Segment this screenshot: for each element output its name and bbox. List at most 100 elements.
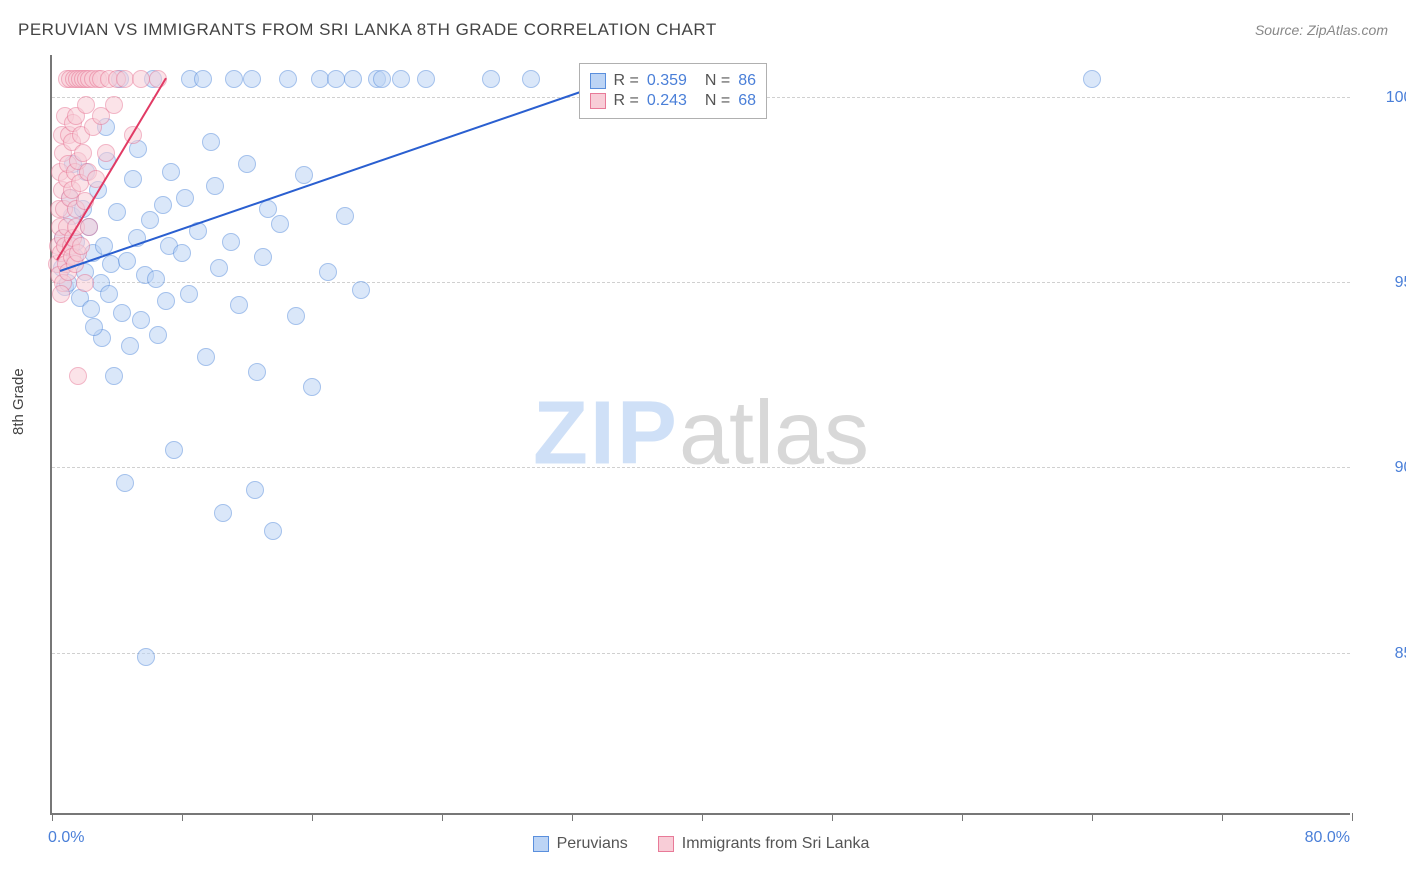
scatter-point-peruvians (124, 170, 142, 188)
watermark: ZIPatlas (533, 383, 869, 486)
watermark-atlas: atlas (679, 384, 869, 484)
x-tick-mark (572, 813, 573, 821)
scatter-point-peruvians (137, 648, 155, 666)
scatter-point-srilanka (69, 367, 87, 385)
scatter-point-peruvians (108, 203, 126, 221)
x-tick-mark (312, 813, 313, 821)
scatter-point-peruvians (225, 70, 243, 88)
x-tick-mark (1092, 813, 1093, 821)
scatter-plot-area: ZIPatlas 85.0%90.0%95.0%100.0%0.0%80.0%R… (50, 55, 1350, 815)
y-tick-label: 100.0% (1360, 89, 1406, 107)
scatter-point-peruvians (194, 70, 212, 88)
x-tick-mark (962, 813, 963, 821)
series-legend: Peruvians Immigrants from Sri Lanka (52, 835, 1350, 853)
gridline-horizontal (52, 653, 1350, 654)
scatter-point-peruvians (102, 255, 120, 273)
scatter-point-peruvians (180, 285, 198, 303)
scatter-point-peruvians (202, 133, 220, 151)
scatter-point-peruvians (100, 285, 118, 303)
scatter-point-srilanka (80, 218, 98, 236)
legend-n-value: 68 (738, 92, 756, 110)
legend-n-label: N = (705, 92, 730, 110)
scatter-point-peruvians (85, 318, 103, 336)
x-tick-mark (832, 813, 833, 821)
correlation-legend-box: R =0.359N =86R =0.243N =68 (579, 63, 768, 119)
scatter-point-peruvians (214, 504, 232, 522)
y-axis-label: 8th Grade (10, 368, 27, 435)
scatter-point-srilanka (97, 144, 115, 162)
correlation-legend-row-srilanka: R =0.243N =68 (590, 92, 757, 110)
chart-header: PERUVIAN VS IMMIGRANTS FROM SRI LANKA 8T… (18, 20, 1388, 40)
scatter-point-peruvians (116, 474, 134, 492)
legend-n-value: 86 (738, 72, 756, 90)
scatter-point-peruvians (522, 70, 540, 88)
scatter-point-peruvians (154, 196, 172, 214)
watermark-zip: ZIP (533, 384, 679, 484)
gridline-horizontal (52, 282, 1350, 283)
legend-swatch (533, 836, 549, 852)
scatter-point-peruvians (1083, 70, 1101, 88)
scatter-point-peruvians (113, 304, 131, 322)
scatter-point-peruvians (157, 292, 175, 310)
scatter-point-peruvians (243, 70, 261, 88)
scatter-point-peruvians (173, 244, 191, 262)
x-tick-mark (52, 813, 53, 821)
source-label: Source: (1255, 22, 1303, 38)
scatter-point-srilanka (74, 144, 92, 162)
scatter-point-peruvians (279, 70, 297, 88)
scatter-point-srilanka (105, 96, 123, 114)
y-tick-label: 85.0% (1360, 645, 1406, 663)
scatter-point-peruvians (303, 378, 321, 396)
y-tick-label: 90.0% (1360, 459, 1406, 477)
legend-r-label: R = (614, 72, 639, 90)
x-tick-mark (1352, 813, 1353, 821)
scatter-point-peruvians (82, 300, 100, 318)
scatter-point-peruvians (230, 296, 248, 314)
series-legend-label: Immigrants from Sri Lanka (682, 835, 870, 853)
scatter-point-peruvians (352, 281, 370, 299)
scatter-point-peruvians (238, 155, 256, 173)
scatter-point-peruvians (141, 211, 159, 229)
scatter-point-peruvians (149, 326, 167, 344)
scatter-point-peruvians (264, 522, 282, 540)
gridline-horizontal (52, 467, 1350, 468)
scatter-point-peruvians (336, 207, 354, 225)
source-attribution: Source: ZipAtlas.com (1255, 22, 1388, 38)
scatter-point-peruvians (147, 270, 165, 288)
scatter-point-peruvians (373, 70, 391, 88)
x-tick-mark (442, 813, 443, 821)
legend-r-value: 0.359 (647, 72, 687, 90)
scatter-point-peruvians (210, 259, 228, 277)
x-tick-mark (182, 813, 183, 821)
legend-swatch (590, 93, 606, 109)
x-tick-mark (1222, 813, 1223, 821)
scatter-point-peruvians (392, 70, 410, 88)
legend-swatch (658, 836, 674, 852)
legend-swatch (590, 73, 606, 89)
scatter-point-peruvians (132, 311, 150, 329)
scatter-point-peruvians (197, 348, 215, 366)
source-value: ZipAtlas.com (1307, 22, 1388, 38)
scatter-point-peruvians (295, 166, 313, 184)
scatter-point-peruvians (165, 441, 183, 459)
scatter-point-peruvians (121, 337, 139, 355)
scatter-point-peruvians (482, 70, 500, 88)
legend-r-value: 0.243 (647, 92, 687, 110)
scatter-point-srilanka (76, 274, 94, 292)
correlation-legend-row-peruvians: R =0.359N =86 (590, 72, 757, 90)
series-legend-label: Peruvians (557, 835, 628, 853)
scatter-point-peruvians (176, 189, 194, 207)
scatter-point-peruvians (319, 263, 337, 281)
x-tick-mark (702, 813, 703, 821)
chart-title: PERUVIAN VS IMMIGRANTS FROM SRI LANKA 8T… (18, 20, 717, 40)
scatter-point-srilanka (72, 237, 90, 255)
scatter-point-peruvians (271, 215, 289, 233)
scatter-point-peruvians (248, 363, 266, 381)
y-tick-label: 95.0% (1360, 274, 1406, 292)
scatter-point-peruvians (246, 481, 264, 499)
scatter-point-peruvians (344, 70, 362, 88)
scatter-point-peruvians (287, 307, 305, 325)
scatter-point-peruvians (105, 367, 123, 385)
scatter-point-peruvians (118, 252, 136, 270)
series-legend-item: Immigrants from Sri Lanka (658, 835, 870, 853)
